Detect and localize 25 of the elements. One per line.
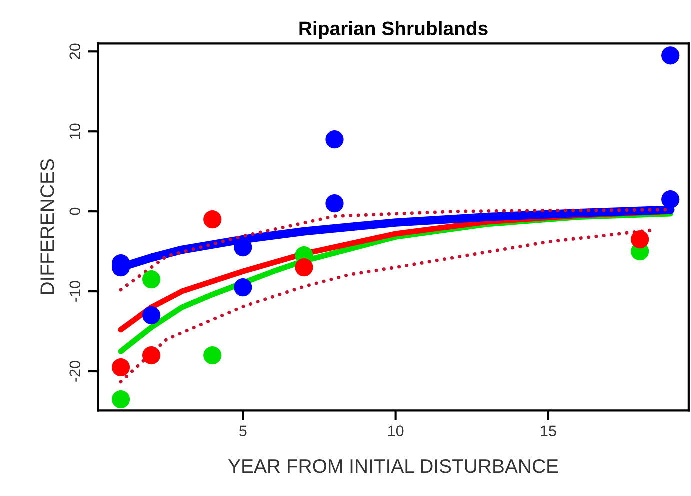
point [204, 210, 222, 229]
point [326, 194, 344, 213]
point [234, 278, 252, 297]
point [112, 358, 130, 377]
chart-title: Riparian Shrublands [300, 21, 488, 40]
point [326, 130, 344, 149]
point [662, 190, 680, 209]
point [142, 270, 161, 289]
point [204, 346, 222, 365]
x-axis-title: YEAR FROM INITIAL DISTURBANCE [228, 459, 558, 474]
x-tick-label: 10 [388, 426, 404, 436]
x-tick-label: 15 [541, 426, 556, 436]
x-tick-label: 5 [240, 426, 247, 436]
y-tick-label: -10 [70, 281, 81, 302]
point [295, 258, 314, 277]
y-tick-label: 0 [70, 208, 81, 216]
point [112, 390, 130, 409]
y-tick-label: 20 [70, 44, 81, 60]
y-axis-title: DIFFERENCES [40, 159, 54, 294]
point [662, 46, 680, 65]
y-tick-label: 10 [70, 124, 81, 139]
point [142, 346, 161, 365]
point [631, 230, 650, 249]
y-tick-label: -20 [70, 361, 81, 382]
point [142, 306, 161, 325]
